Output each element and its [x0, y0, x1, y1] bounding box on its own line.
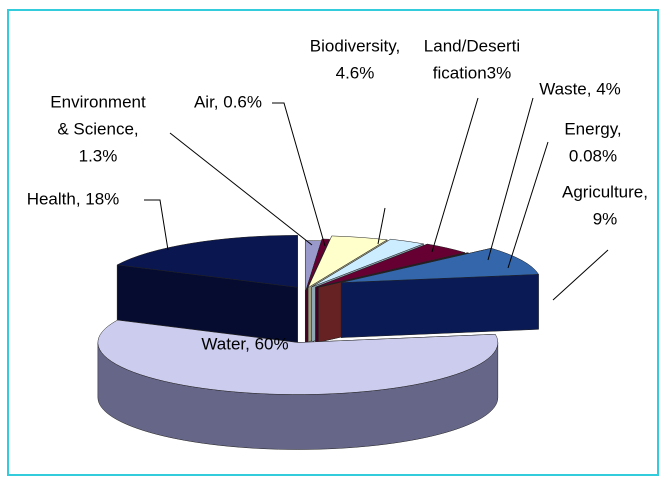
labels: Environment & Science, 1.3% Air, 0.6% Biodiv…: [27, 36, 648, 353]
slice-top: [315, 243, 466, 288]
slice-top: [116, 235, 298, 288]
pie: [97, 235, 540, 450]
slice-top: [97, 319, 499, 395]
leader-line: [552, 249, 609, 301]
data-label: 9%: [593, 209, 618, 228]
slice-top: [318, 252, 470, 288]
data-label: 4.6%: [336, 63, 375, 82]
data-label: Land/Deserti: [424, 36, 520, 55]
data-label: 1.3%: [79, 146, 118, 165]
data-label: Waste, 4%: [539, 79, 621, 98]
leader-line: [169, 132, 313, 246]
data-label: fication3%: [433, 63, 511, 82]
data-label: Air, 0.6%: [194, 92, 262, 111]
data-label: Biodiversity,: [310, 36, 400, 55]
slice: [340, 247, 540, 338]
slice-top: [311, 238, 425, 288]
leader-line: [431, 97, 479, 253]
data-label: 0.08%: [569, 146, 617, 165]
data-label: & Science,: [57, 119, 138, 138]
data-label: Energy,: [564, 119, 621, 138]
leader-line: [144, 199, 169, 251]
leader-line: [377, 207, 386, 245]
slice: [97, 319, 499, 450]
slice-top: [305, 238, 330, 291]
data-label: Agriculture,: [562, 182, 648, 201]
slice-top: [307, 235, 388, 289]
data-label: Health, 18%: [27, 189, 120, 208]
slice: [116, 235, 298, 343]
leader-line: [507, 141, 549, 269]
leader-line: [272, 102, 326, 247]
data-label: Environment: [50, 92, 146, 111]
data-label: Water, 60%: [201, 334, 288, 353]
slice-side: [340, 274, 539, 338]
leader-line: [487, 97, 534, 261]
